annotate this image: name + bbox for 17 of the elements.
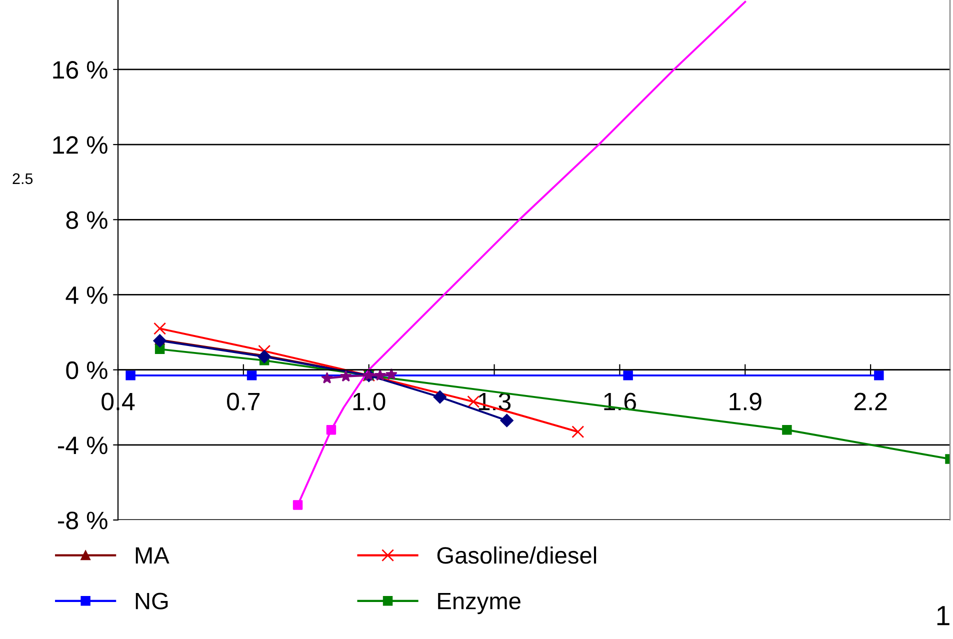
x-tick-label: 1.0 [353, 392, 386, 410]
x-tick-label: 2.2 [854, 392, 887, 410]
y-tick-label: 0 % [66, 361, 108, 380]
legend-label: Enzyme [438, 592, 520, 614]
y-tick-label: -8 % [58, 512, 108, 530]
y-tick-label: 12 % [53, 136, 108, 154]
text: 2.5 [12, 173, 33, 184]
y-tick-label: -4 % [58, 436, 108, 454]
legend-label: MA [136, 547, 170, 564]
y-tick-label: 16 % [53, 61, 108, 79]
y-tick-label: 8 % [66, 211, 108, 229]
y-tick-label: 4 % [66, 286, 108, 304]
legend-label: Gasoline/diesel [437, 546, 596, 564]
x-tick-label: 1.9 [730, 392, 762, 410]
x-tick-label: 0.7 [227, 392, 260, 410]
legend-label: NG [136, 592, 168, 610]
text: 1 [937, 606, 950, 626]
